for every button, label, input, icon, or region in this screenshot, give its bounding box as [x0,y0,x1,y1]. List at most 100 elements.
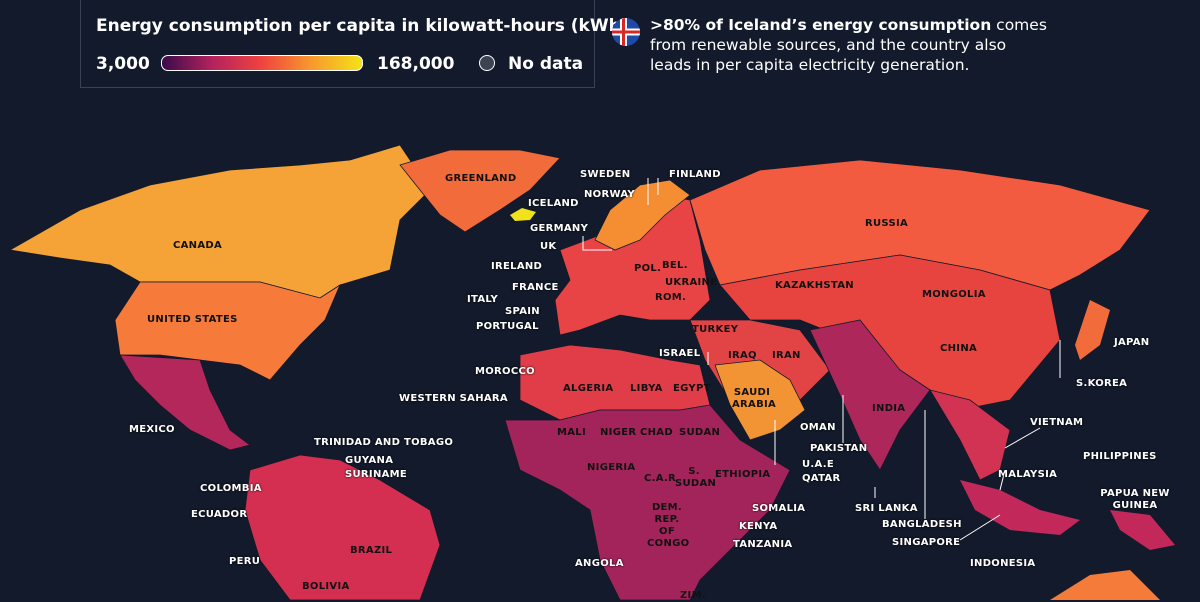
annotation-bold: >80% of Iceland’s energy consumption [650,16,992,34]
mexico [119,354,251,451]
papua [1110,510,1175,550]
country-label: ZIM. [680,590,706,601]
country-label: JAPAN [1114,337,1150,348]
country-label: PORTUGAL [476,321,539,332]
country-label: C.A.R [644,473,677,484]
country-label: ALGERIA [563,383,614,394]
annotation-text: comes from renewable sources, and the co… [650,16,1047,74]
country-label: U.A.E [802,459,834,470]
country-label: PAPUA NEW GUINEA [1100,488,1170,511]
country-label: IRAQ [728,350,757,361]
leader-line [959,514,1001,541]
country-label: UNITED STATES [147,314,238,325]
south-america [244,454,441,600]
scandinavia [594,179,691,251]
indonesia [960,480,1080,535]
country-label: ITALY [467,294,499,305]
country-label: CANADA [173,240,223,251]
leader-line [582,236,612,251]
country-label: BRAZIL [350,545,393,556]
country-label: RUSSIA [865,218,909,229]
country-label: WESTERN SAHARA [399,393,508,404]
country-label: MEXICO [129,424,175,435]
country-label: IRELAND [491,261,543,272]
iceland-flag [612,18,640,46]
country-label: ISRAEL [659,348,701,359]
country-label: ECUADOR [191,509,248,520]
country-label: INDIA [872,403,906,414]
country-label: PHILIPPINES [1083,451,1157,462]
country-label: LIBYA [630,383,663,394]
country-label: MONGOLIA [922,289,986,300]
country-label: ETHIOPIA [715,469,771,480]
leader-line [999,469,1006,491]
no-data-label: No data [508,54,584,74]
country-label: KENYA [739,521,778,532]
canada [8,144,431,299]
iceland [510,208,536,221]
central-asia [719,254,1061,411]
country-label: SOMALIA [752,503,806,514]
country-label: CHAD [640,427,673,438]
country-label: BANGLADESH [882,519,962,530]
country-label: GREENLAND [445,173,517,184]
country-label: TURKEY [692,324,739,335]
australia [1050,570,1160,600]
country-label: SAUDI ARABIA [732,387,777,410]
country-label: TANZANIA [733,539,793,550]
country-label: SINGAPORE [892,537,961,548]
country-label: INDONESIA [970,558,1036,569]
country-label: COLOMBIA [200,483,262,494]
country-label: ROM. [655,292,687,303]
country-label: QATAR [802,473,841,484]
country-label: MALI [557,427,586,438]
country-label: PERU [229,556,261,567]
legend-max-label: 168,000 [377,54,455,74]
country-label: GERMANY [530,223,589,234]
country-label: PAKISTAN [810,443,868,454]
country-label: TRINIDAD AND TOBAGO [314,437,454,448]
country-label: SURINAME [345,469,408,480]
country-label: BOLIVIA [302,581,350,592]
country-label: S.KOREA [1076,378,1128,389]
legend: Energy consumption per capita in kilowat… [80,0,628,88]
country-label: BEL. [662,260,688,271]
africa [504,404,791,600]
country-label: IRAN [772,350,801,361]
country-label: MOROCCO [475,366,535,377]
japan [1075,300,1110,360]
country-label: CHINA [940,343,978,354]
country-label: SRI LANKA [855,503,918,514]
country-label: UK [540,241,557,252]
country-label: VIETNAM [1030,417,1084,428]
country-label: MALAYSIA [998,469,1058,480]
country-label: OMAN [800,422,836,433]
greenland [399,149,561,233]
country-label: S. SUDAN [675,466,717,489]
country-label: FINLAND [669,169,721,180]
legend-gradient [161,55,363,71]
country-label: EGYPT [673,383,711,394]
country-label: NIGER [600,427,637,438]
country-label: POL. [634,263,662,274]
saudi-arabia [714,359,806,441]
legend-min-label: 3,000 [96,54,150,74]
country-label: SPAIN [505,306,540,317]
country-label: SWEDEN [580,169,631,180]
southeast-asia [929,389,1011,481]
country-label: FRANCE [512,282,559,293]
no-data-swatch [479,55,495,71]
country-label: NIGERIA [587,462,636,473]
country-label: ICELAND [528,198,579,209]
country-label: NORWAY [584,189,635,200]
country-label: DEM. REP. OF CONGO [647,502,690,549]
country-label: ANGOLA [575,558,624,569]
annotation: >80% of Iceland’s energy consumption com… [650,15,1050,75]
legend-title: Energy consumption per capita in kilowat… [96,16,629,36]
country-label: KAZAKHSTAN [775,280,854,291]
country-label: SUDAN [679,427,721,438]
country-label: GUYANA [345,455,394,466]
leader-line [1004,427,1041,449]
